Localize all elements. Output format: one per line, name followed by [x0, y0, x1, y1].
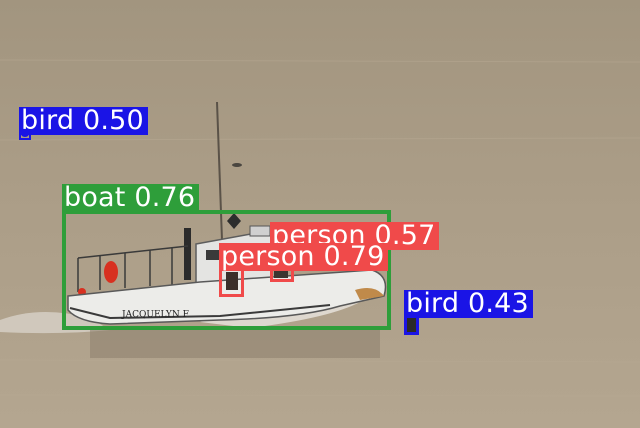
cabin-window	[206, 250, 220, 260]
person-figure-1	[226, 272, 238, 290]
hull-stripe	[69, 304, 331, 320]
boat-mast	[216, 101, 223, 241]
boat-railing	[77, 245, 189, 292]
boat-sign	[227, 213, 241, 229]
bow-trim	[355, 288, 384, 300]
detection-label-bird-1: bird 0.50	[19, 107, 148, 135]
confidence-score: 0.76	[134, 182, 196, 213]
class-name: bird	[406, 288, 460, 319]
exhaust-stack	[184, 228, 191, 280]
detection-box-boat	[62, 210, 391, 330]
confidence-score: 0.50	[83, 105, 144, 136]
class-name: bird	[21, 105, 75, 136]
class-name: boat	[64, 182, 126, 213]
detection-label-person-2: person 0.79	[219, 241, 389, 272]
class-name: person	[221, 241, 315, 272]
distant-bird	[232, 163, 242, 167]
boat-hull	[67, 269, 387, 325]
detection-label-bird-2: bird 0.43	[404, 290, 533, 318]
confidence-score: 0.79	[323, 241, 385, 272]
buoy	[104, 261, 118, 283]
bird-figure-2	[406, 318, 416, 332]
boat-reflection	[90, 330, 380, 358]
confidence-score: 0.43	[468, 288, 529, 319]
boat-name-text: JACQUELYN F	[121, 310, 189, 320]
detection-label-boat: boat 0.76	[62, 182, 200, 213]
water-ripples	[0, 59, 640, 397]
